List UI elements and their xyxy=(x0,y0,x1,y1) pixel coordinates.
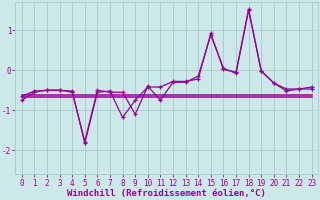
X-axis label: Windchill (Refroidissement éolien,°C): Windchill (Refroidissement éolien,°C) xyxy=(67,189,266,198)
